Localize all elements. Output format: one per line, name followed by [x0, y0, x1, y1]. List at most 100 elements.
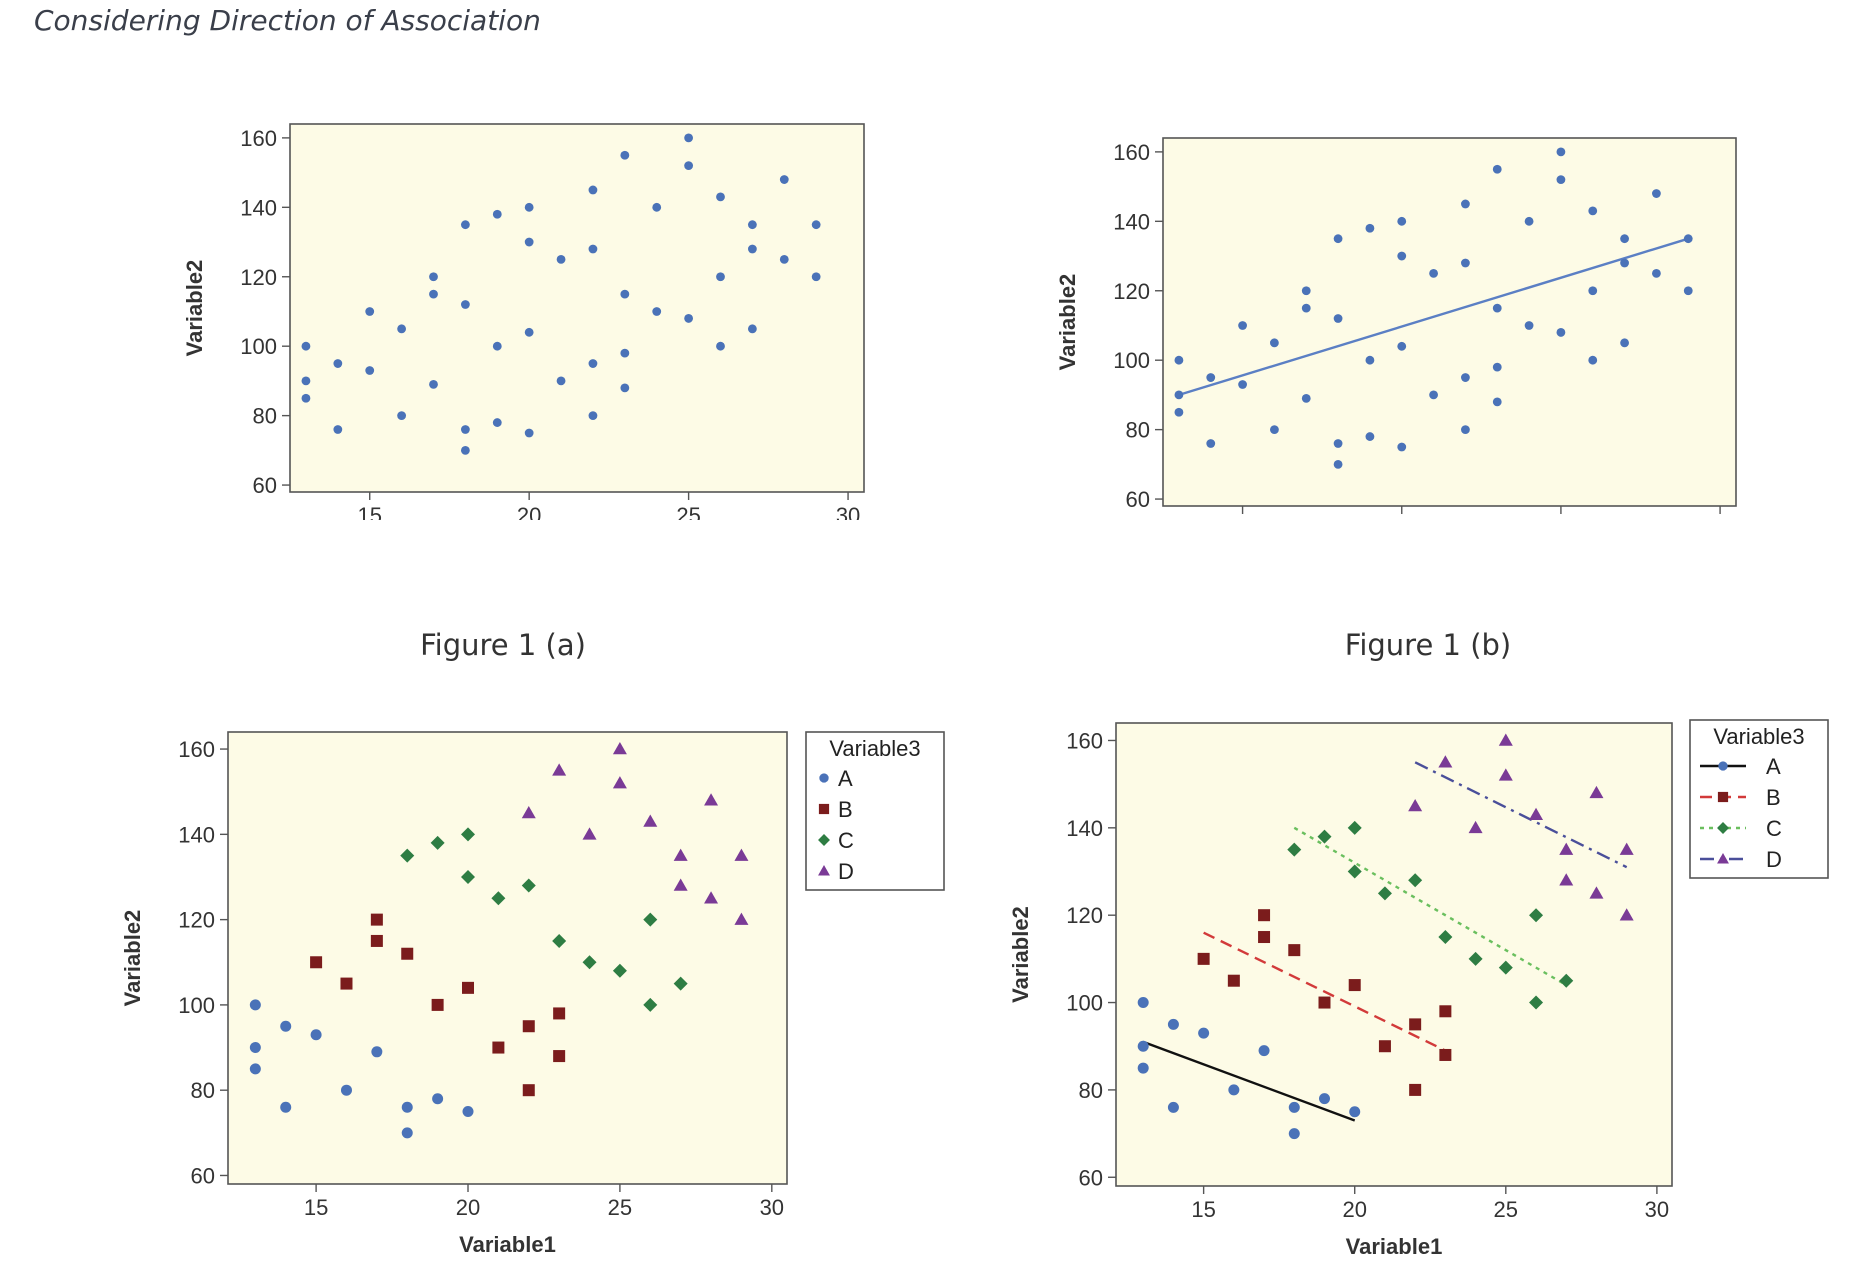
- legend-label-d: D: [838, 859, 854, 884]
- legend-marker-c: [1717, 822, 1729, 834]
- data-point-d: [734, 912, 749, 925]
- data-point-c: [521, 878, 536, 893]
- data-point-b: [1378, 1040, 1391, 1053]
- data-point: [1683, 286, 1693, 296]
- data-point: [1333, 314, 1343, 323]
- data-point: [1588, 286, 1598, 296]
- data-point-c: [582, 955, 597, 970]
- data-point-d: [1498, 733, 1513, 746]
- data-point-b: [1227, 974, 1240, 987]
- data-point-a: [432, 1093, 444, 1105]
- data-point: [1461, 199, 1470, 209]
- data-point-a: [371, 1046, 383, 1058]
- data-point: [1333, 439, 1343, 448]
- data-point-d: [521, 806, 536, 819]
- data-point: [301, 393, 311, 403]
- data-point: [365, 307, 375, 316]
- data-point-a: [1258, 1045, 1270, 1057]
- data-point-a: [1288, 1101, 1300, 1113]
- data-point: [1524, 321, 1534, 330]
- data-point-d: [704, 793, 719, 806]
- data-point-d: [1408, 798, 1423, 812]
- data-point-b: [1348, 979, 1361, 992]
- data-point-c: [400, 848, 415, 863]
- data-point: [333, 425, 343, 434]
- legend-label-b: B: [1766, 785, 1781, 810]
- legend-box: [1689, 719, 1829, 879]
- data-point: [1620, 234, 1629, 244]
- data-point: [460, 300, 470, 309]
- data-point: [1397, 341, 1407, 351]
- data-point-a: [1198, 1027, 1210, 1039]
- data-point: [684, 133, 694, 143]
- y-tick-label: 120: [240, 265, 277, 290]
- data-point-a: [1137, 1062, 1149, 1074]
- chart-figure-1b: 152025306080100120140160Variable1Variabl…: [1055, 137, 1737, 520]
- data-point: [1270, 338, 1279, 348]
- data-point: [1397, 442, 1407, 452]
- y-tick-label: 80: [1079, 1078, 1103, 1103]
- y-tick-label: 140: [178, 822, 215, 847]
- data-point-a: [280, 1020, 292, 1032]
- legend-marker-d: [818, 865, 830, 876]
- data-point-b: [401, 947, 414, 960]
- data-point-c: [1408, 873, 1423, 888]
- data-point-d: [1589, 886, 1604, 899]
- data-point-a: [1349, 1106, 1361, 1118]
- data-point: [620, 289, 630, 299]
- chart-figure-1a: 152025306080100120140160Variable1Variabl…: [182, 123, 865, 520]
- y-tick-label: 140: [1113, 209, 1150, 234]
- data-point-d: [612, 742, 627, 755]
- data-point-c: [1438, 930, 1453, 945]
- data-point-d: [704, 891, 719, 904]
- fit-line-d: [1414, 761, 1628, 869]
- legend-marker-d: [1717, 853, 1729, 864]
- data-point-c: [643, 912, 658, 927]
- data-point: [1461, 258, 1470, 268]
- data-point: [779, 254, 789, 264]
- y-tick-label: 60: [1126, 487, 1150, 512]
- legend-label-a: A: [1766, 754, 1781, 779]
- y-tick-label: 60: [1079, 1165, 1103, 1190]
- data-point: [365, 366, 375, 375]
- data-point: [524, 237, 534, 247]
- data-point-b: [462, 981, 475, 994]
- x-tick-label: 15: [304, 1195, 328, 1220]
- data-point-b: [553, 1007, 566, 1020]
- x-tick-label: 20: [517, 503, 541, 520]
- data-point: [620, 348, 630, 358]
- legend-label-d: D: [1766, 847, 1782, 872]
- y-tick-label: 60: [191, 1163, 215, 1188]
- data-point: [492, 209, 502, 219]
- data-point: [588, 411, 598, 421]
- data-point-c: [612, 963, 627, 978]
- data-point: [1429, 268, 1438, 278]
- data-point-c: [1377, 886, 1392, 901]
- data-point-c: [1347, 820, 1362, 835]
- data-point: [492, 418, 502, 427]
- data-point: [492, 341, 502, 351]
- data-point: [429, 272, 438, 282]
- data-point-d: [734, 848, 749, 861]
- data-point: [1461, 373, 1470, 382]
- data-point-b: [340, 977, 353, 990]
- y-axis-title: Variable2: [1055, 274, 1080, 371]
- y-tick-label: 120: [1066, 903, 1103, 928]
- data-point: [1620, 338, 1629, 348]
- x-tick-label: 30: [1645, 1197, 1669, 1222]
- x-tick-label: 20: [1390, 517, 1414, 520]
- data-point: [1238, 380, 1247, 389]
- legend-marker-b: [1717, 791, 1729, 803]
- data-point: [1397, 216, 1407, 226]
- data-point-d: [1559, 842, 1574, 855]
- x-tick-label: 30: [1708, 517, 1732, 520]
- fit-line-c: [1293, 826, 1567, 987]
- data-point: [747, 324, 757, 334]
- data-point-c: [1317, 829, 1332, 844]
- data-point-b: [1439, 1048, 1452, 1061]
- chart-figure-2a: 15 20 25 30 60 80 100 120 140 160 Variable1 Variabl…: [120, 731, 945, 1257]
- y-tick-label: 80: [191, 1078, 215, 1103]
- data-point-c: [1559, 973, 1574, 988]
- data-point: [556, 376, 566, 386]
- data-point: [333, 359, 343, 368]
